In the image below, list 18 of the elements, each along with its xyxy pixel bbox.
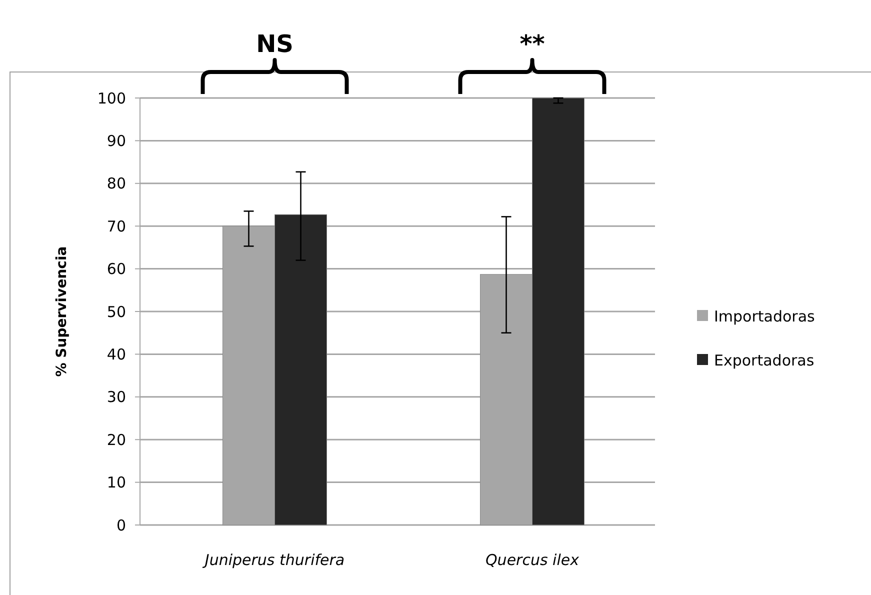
y-tick-label: 60	[106, 260, 126, 278]
y-tick-label: 20	[106, 430, 126, 449]
y-tick-label: 80	[106, 174, 126, 193]
x-tick-label: Juniperus thurifera	[202, 551, 345, 569]
x-tick-label: Quercus ilex	[486, 551, 580, 569]
y-tick-label: 40	[106, 345, 126, 364]
legend-label: Importadoras	[714, 307, 816, 326]
y-tick-label: 30	[106, 388, 126, 406]
y-axis-title: % Supervivencia	[54, 246, 70, 377]
y-tick-label: 90	[106, 132, 126, 150]
y-tick-label: 70	[106, 217, 126, 236]
legend-label: Exportadoras	[714, 351, 814, 370]
text: **	[520, 30, 546, 58]
text: NS	[256, 30, 294, 58]
y-tick-label: 100	[97, 89, 126, 108]
y-tick-label: 0	[116, 516, 126, 534]
y-tick-label: 50	[106, 302, 126, 321]
y-tick-label: 10	[106, 474, 126, 492]
